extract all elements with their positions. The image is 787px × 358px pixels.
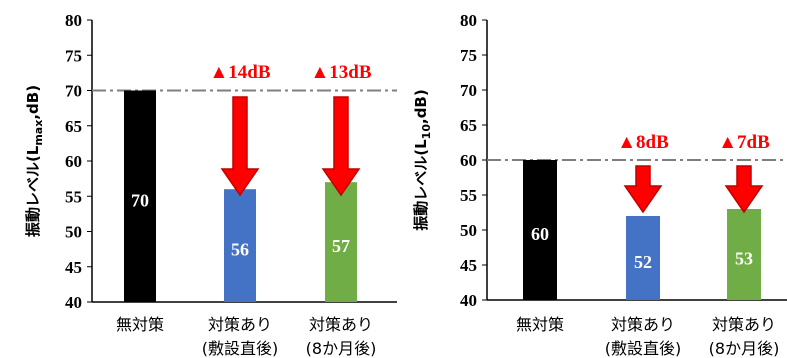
y-tick-label: 40	[460, 291, 477, 310]
reduction-arrow	[220, 96, 260, 197]
y-tick-label: 50	[65, 223, 82, 242]
y-axis-title-suffix: ,dB)	[24, 85, 42, 120]
y-tick-label: 80	[460, 11, 477, 30]
y-tick-label: 70	[65, 82, 82, 101]
y-tick-label: 60	[65, 152, 82, 171]
y-tick-label: 65	[65, 117, 82, 136]
reduction-label: ▲8dB	[617, 132, 669, 153]
reduction-label: ▲7dB	[718, 132, 770, 153]
y-tick-label: 75	[65, 46, 82, 65]
chart-panel-lmax: 40 45 50 55 60 65 70 75 80 振動レベル(Lmax,dB) 70 無対策 56 対…	[24, 11, 397, 358]
reduction-arrow	[724, 165, 764, 214]
y-tick-label: 70	[460, 81, 477, 100]
y-axis-title-subscript: 10	[420, 124, 433, 140]
y-tick-label: 60	[460, 151, 477, 170]
bar-value-label: 60	[531, 224, 549, 244]
bar-value-label: 56	[231, 240, 249, 260]
y-tick-label: 45	[460, 256, 477, 275]
bar	[523, 160, 557, 300]
bar	[727, 209, 761, 300]
bar	[626, 216, 660, 300]
bar	[124, 90, 156, 302]
y-axis-title-suffix: ,dB)	[412, 89, 430, 124]
bar-value-label: 70	[131, 190, 149, 210]
bar	[325, 182, 357, 302]
y-tick-label: 55	[65, 187, 82, 206]
reduction-label: ▲14dB	[209, 62, 270, 83]
y-axis-title: 振動レベル(Lmax,dB)	[24, 85, 45, 237]
bar-value-label: 52	[634, 252, 652, 272]
category-label-sub: (8か月後)	[709, 339, 780, 358]
y-axis-title-main: 振動レベル(L	[24, 145, 42, 237]
y-axis-title-main: 振動レベル(L	[412, 139, 430, 231]
category-label: 対策あり	[208, 315, 272, 334]
y-axis-title-subscript: max	[32, 120, 45, 146]
category-label-sub: (8か月後)	[306, 339, 377, 358]
y-tick-label: 40	[65, 293, 82, 312]
reduction-label: ▲13dB	[310, 62, 371, 83]
y-tick-label: 45	[65, 258, 82, 277]
category-label: 無対策	[116, 315, 164, 334]
category-label-sub: (敷設直後)	[202, 339, 279, 358]
bar-value-label: 57	[332, 236, 350, 256]
category-label: 対策あり	[712, 315, 776, 334]
bar-value-label: 53	[735, 249, 753, 269]
category-label: 無対策	[516, 315, 564, 334]
chart-panel-l10: 40 45 50 55 60 65 70 75 80 振動レベル(L10,dB) 60 無対策 52 対策…	[412, 11, 787, 358]
reduction-arrow	[321, 96, 361, 197]
y-tick-label: 80	[65, 11, 82, 30]
reduction-arrow	[623, 165, 663, 214]
category-label: 対策あり	[309, 315, 373, 334]
y-tick-label: 50	[460, 221, 477, 240]
category-label: 対策あり	[611, 315, 675, 334]
y-axis-title: 振動レベル(L10,dB)	[412, 89, 433, 230]
bar	[224, 189, 256, 302]
y-tick-label: 65	[460, 116, 477, 135]
y-tick-label: 75	[460, 46, 477, 65]
y-tick-label: 55	[460, 186, 477, 205]
category-label-sub: (敷設直後)	[605, 339, 682, 358]
